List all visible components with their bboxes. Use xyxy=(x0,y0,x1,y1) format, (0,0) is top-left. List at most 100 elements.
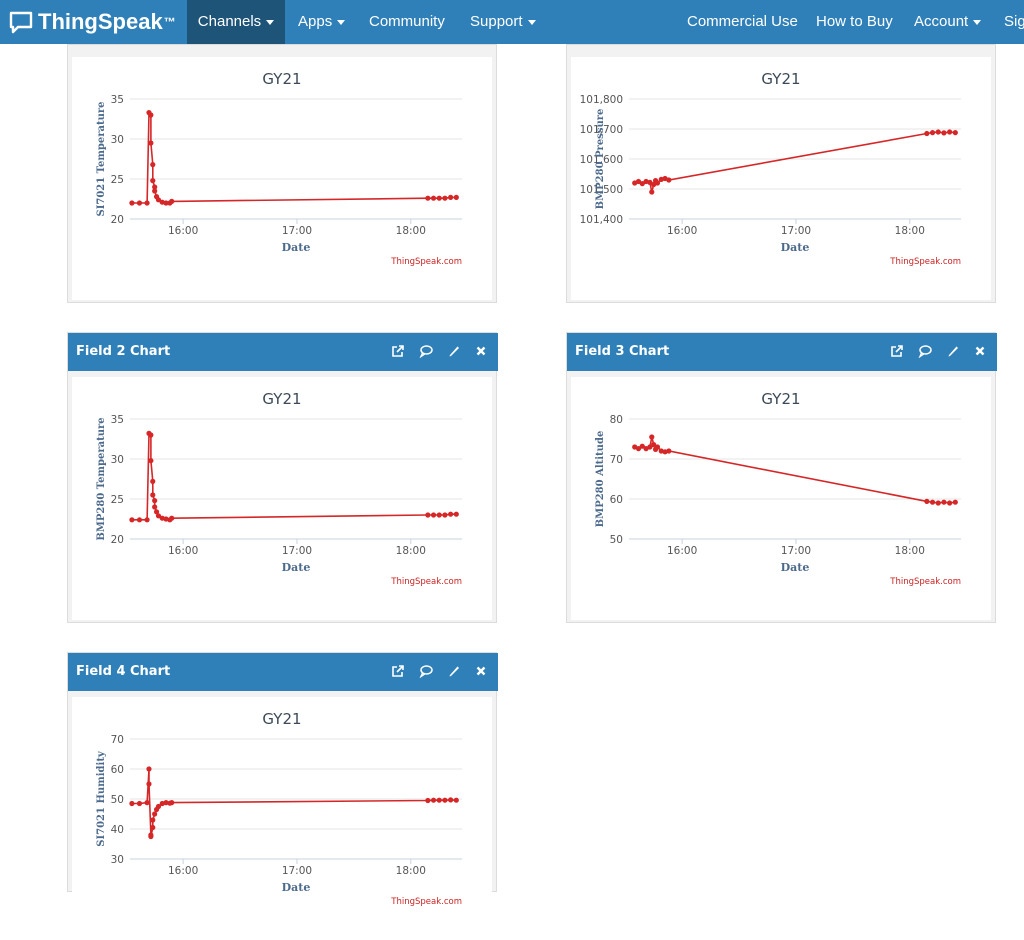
data-point[interactable] xyxy=(952,130,958,136)
nav-how-to-buy[interactable]: How to Buy xyxy=(816,0,893,44)
data-point[interactable] xyxy=(453,797,459,803)
data-point[interactable] xyxy=(947,129,953,135)
nav-sign-in[interactable]: Sig xyxy=(1004,0,1024,44)
comment-icon[interactable] xyxy=(419,344,433,358)
nav-account[interactable]: Account xyxy=(914,0,982,44)
data-point[interactable] xyxy=(941,499,947,505)
brand-logo[interactable]: ThingSpeak ™ xyxy=(8,6,176,38)
data-point[interactable] xyxy=(442,195,448,201)
data-point[interactable] xyxy=(144,517,150,523)
comment-icon[interactable] xyxy=(918,344,932,358)
data-point[interactable] xyxy=(639,443,645,449)
data-point[interactable] xyxy=(150,478,156,484)
data-point[interactable] xyxy=(448,511,454,517)
data-point[interactable] xyxy=(146,766,152,772)
nav-channels[interactable]: Channels xyxy=(187,0,285,44)
data-point[interactable] xyxy=(152,504,158,510)
data-point[interactable] xyxy=(148,112,154,118)
data-point[interactable] xyxy=(148,458,154,464)
data-point[interactable] xyxy=(649,189,655,195)
data-point[interactable] xyxy=(169,800,175,806)
data-point[interactable] xyxy=(666,177,672,183)
data-point[interactable] xyxy=(947,500,953,506)
data-point[interactable] xyxy=(442,512,448,518)
data-point[interactable] xyxy=(150,824,156,831)
data-point[interactable] xyxy=(442,797,448,803)
data-point[interactable] xyxy=(136,200,143,206)
data-point[interactable] xyxy=(144,200,150,206)
data-point[interactable] xyxy=(152,498,158,504)
data-point[interactable] xyxy=(146,781,152,787)
close-icon[interactable] xyxy=(973,344,987,358)
data-point[interactable] xyxy=(148,432,154,438)
data-point[interactable] xyxy=(150,817,156,823)
nav-commercial-use[interactable]: Commercial Use xyxy=(687,0,798,44)
data-point[interactable] xyxy=(436,797,442,803)
data-point[interactable] xyxy=(152,184,158,190)
data-point[interactable] xyxy=(436,512,442,518)
data-point[interactable] xyxy=(430,797,437,803)
data-point[interactable] xyxy=(647,179,653,185)
data-point[interactable] xyxy=(425,512,431,518)
data-point[interactable] xyxy=(148,833,154,840)
data-point[interactable] xyxy=(148,140,154,146)
data-point[interactable] xyxy=(129,517,135,523)
data-point[interactable] xyxy=(436,195,442,201)
data-point[interactable] xyxy=(150,178,156,184)
data-point[interactable] xyxy=(129,800,135,807)
data-point[interactable] xyxy=(425,195,431,201)
data-point[interactable] xyxy=(649,434,655,440)
nav-support[interactable]: Support xyxy=(470,0,536,44)
data-point[interactable] xyxy=(935,500,941,506)
data-point[interactable] xyxy=(152,811,158,817)
data-point[interactable] xyxy=(430,195,437,201)
data-point[interactable] xyxy=(169,198,175,204)
data-point[interactable] xyxy=(929,130,936,136)
data-point[interactable] xyxy=(952,499,958,505)
external-link-icon[interactable] xyxy=(890,344,904,358)
data-point[interactable] xyxy=(647,444,653,450)
comment-icon[interactable] xyxy=(419,664,433,678)
data-point[interactable] xyxy=(155,803,162,810)
data-point[interactable] xyxy=(150,162,156,168)
data-point[interactable] xyxy=(635,178,642,185)
data-point[interactable] xyxy=(153,509,160,515)
pencil-icon[interactable] xyxy=(447,664,461,678)
data-point[interactable] xyxy=(924,498,930,504)
data-point[interactable] xyxy=(453,511,459,517)
close-icon[interactable] xyxy=(474,664,488,678)
data-point[interactable] xyxy=(136,800,143,807)
nav-apps[interactable]: Apps xyxy=(298,0,346,44)
data-point[interactable] xyxy=(635,446,642,452)
external-link-icon[interactable] xyxy=(391,664,405,678)
data-point[interactable] xyxy=(430,512,437,518)
pencil-icon[interactable] xyxy=(946,344,960,358)
close-icon[interactable] xyxy=(474,344,488,358)
data-point[interactable] xyxy=(129,200,135,206)
data-point[interactable] xyxy=(666,448,672,454)
data-point[interactable] xyxy=(654,444,661,450)
data-point[interactable] xyxy=(651,442,657,448)
data-point[interactable] xyxy=(453,194,459,200)
data-point[interactable] xyxy=(654,180,661,186)
pencil-icon[interactable] xyxy=(447,344,461,358)
data-point[interactable] xyxy=(136,517,143,523)
data-point[interactable] xyxy=(639,181,645,187)
data-point[interactable] xyxy=(941,130,947,136)
data-point[interactable] xyxy=(144,800,150,806)
data-point[interactable] xyxy=(929,499,936,505)
data-point[interactable] xyxy=(152,188,158,194)
data-point[interactable] xyxy=(150,492,156,498)
data-point[interactable] xyxy=(924,130,930,137)
data-point[interactable] xyxy=(448,194,454,200)
nav-community[interactable]: Community xyxy=(369,0,445,44)
chart-credit: ThingSpeak.com xyxy=(889,257,961,267)
data-point[interactable] xyxy=(425,797,431,804)
external-link-icon[interactable] xyxy=(391,344,405,358)
data-point[interactable] xyxy=(935,129,941,135)
data-point[interactable] xyxy=(169,515,175,521)
data-point[interactable] xyxy=(163,200,169,206)
data-point[interactable] xyxy=(155,197,162,203)
data-point[interactable] xyxy=(155,513,162,519)
data-point[interactable] xyxy=(448,797,454,803)
